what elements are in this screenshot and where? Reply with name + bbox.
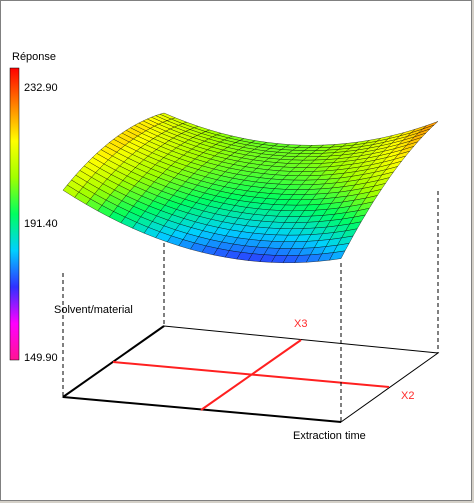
colorbar	[9, 67, 20, 361]
factor-line-x3	[200, 339, 302, 411]
colorbar-title: Réponse	[12, 51, 56, 63]
colorbar-tick-min: 149.90	[24, 352, 58, 364]
colorbar-tick-mid: 191.40	[24, 218, 58, 230]
factor-label-x2: X2	[401, 390, 414, 402]
colorbar-tick-max: 232.90	[24, 82, 58, 94]
axis-label-extraction: Extraction time	[293, 430, 366, 442]
surface-cell	[329, 250, 346, 261]
axis-label-solvent: Solvent/material	[54, 304, 133, 316]
response-surface	[62, 112, 439, 263]
factor-label-x3: X3	[294, 318, 307, 330]
